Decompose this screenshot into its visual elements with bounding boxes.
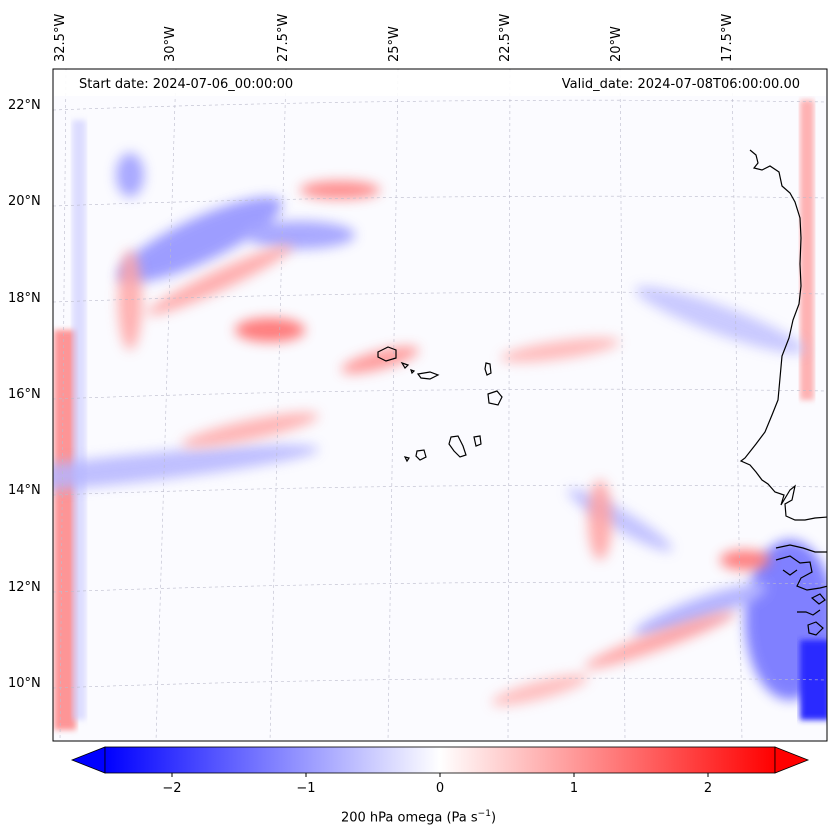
field-red-streak	[584, 611, 736, 669]
field-blue-streak	[245, 221, 355, 249]
lon-label-17-5w: 17.5°W	[720, 13, 735, 62]
colorbar-label-text: 200 hPa omega (Pa s	[340, 810, 478, 826]
field-blue-streak	[117, 197, 283, 283]
field-blue-streak	[53, 444, 319, 496]
lat-label-12n: 12°N	[8, 580, 41, 595]
lon-label-32-5w: 32.5°W	[53, 13, 68, 62]
island-sao-nicolau	[416, 371, 440, 380]
field-red-streak	[720, 550, 770, 570]
field-red-streak	[300, 181, 380, 199]
field-red-streak	[588, 480, 612, 560]
island-santiago	[448, 435, 467, 458]
map-frame	[52, 68, 828, 742]
field-blue-streak	[116, 153, 144, 197]
colorbar-label: 200 hPa omega (Pa s−1)	[0, 809, 837, 825]
african-coastline	[739, 149, 827, 636]
lat-label-22n: 22°N	[8, 98, 41, 113]
colorbar-tick-label: 1	[569, 781, 579, 796]
field-red-streak	[147, 244, 293, 316]
field-red-streak	[235, 318, 305, 342]
lon-label-25w: 25°W	[387, 26, 402, 62]
island-santo-antao	[377, 346, 397, 362]
colorbar-tick-label: 0	[435, 781, 445, 796]
island-santa-luzia	[410, 369, 416, 375]
field-left-red-band	[54, 330, 76, 730]
colorbar-extend-max	[774, 746, 810, 774]
field-blue-streak	[635, 286, 805, 354]
island-maio	[473, 435, 482, 447]
colorbar-tick-label: −2	[162, 781, 182, 796]
island-sao-vicente	[400, 361, 410, 369]
field-red-streak	[118, 250, 142, 350]
colorbar-label-exponent: −1	[477, 809, 491, 819]
field-blue-streak	[634, 583, 766, 637]
lat-label-20n: 20°N	[8, 194, 41, 209]
colorbar-body	[104, 746, 776, 774]
header-strip	[54, 70, 826, 96]
island-brava	[403, 456, 410, 463]
omega-field	[53, 100, 827, 730]
lon-label-27-5w: 27.5°W	[276, 13, 291, 62]
field-left-blue-band	[72, 120, 86, 720]
lat-label-16n: 16°N	[8, 387, 41, 402]
lon-label-20w: 20°W	[609, 26, 624, 62]
island-sal	[484, 362, 492, 376]
lat-label-10n: 10°N	[8, 676, 41, 691]
colorbar	[70, 746, 810, 777]
field-right-red-band	[800, 100, 814, 400]
field-red-streak	[181, 412, 319, 448]
island-fogo	[415, 449, 427, 461]
lat-label-18n: 18°N	[8, 291, 41, 306]
field-red-streak	[341, 346, 419, 374]
coastlines	[377, 149, 827, 636]
colorbar-tick-label: −1	[296, 781, 316, 796]
colorbar-label-close: )	[490, 810, 497, 826]
field-red-streak	[491, 674, 589, 706]
valid-date-label: Valid_date: 2024-07-08T06:00:00.00	[561, 77, 800, 92]
field-red-streak	[500, 337, 620, 363]
start-date-label: Start date: 2024-07-06_00:00:00	[79, 77, 294, 92]
gridlines	[53, 69, 827, 741]
lon-label-30w: 30°W	[163, 26, 178, 62]
map-panel	[53, 69, 827, 741]
island-boa-vista	[487, 390, 503, 406]
lat-label-14n: 14°N	[8, 483, 41, 498]
colorbar-tick-label: 2	[703, 781, 713, 796]
lon-label-22-5w: 22.5°W	[498, 13, 513, 62]
colorbar-extend-min	[70, 746, 106, 774]
